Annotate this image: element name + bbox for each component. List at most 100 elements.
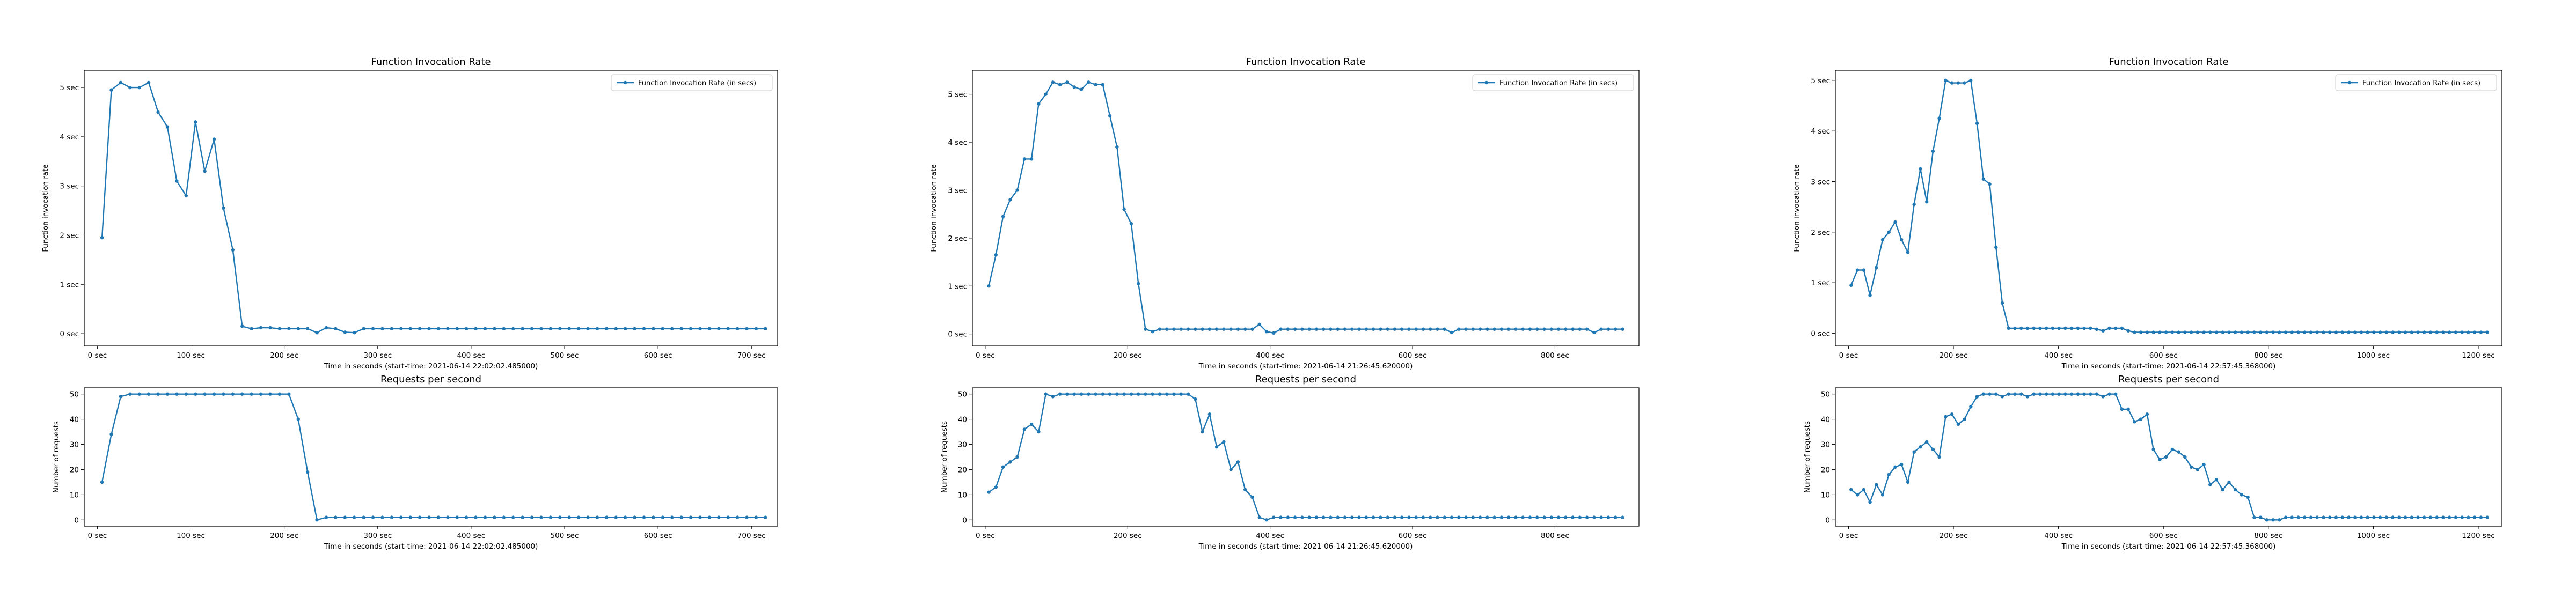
y-axis-label: Function invocation rate — [41, 164, 50, 252]
data-point — [1981, 177, 1985, 181]
data-point — [1937, 116, 1941, 120]
data-point — [446, 515, 450, 519]
data-point — [2189, 330, 2193, 334]
chart-panel-2: Function Invocation Rate 0 sec 200 sec 400 … — [930, 56, 1640, 371]
data-point — [2416, 515, 2420, 519]
data-point — [2044, 326, 2048, 330]
data-point — [1450, 515, 1454, 519]
data-point — [1457, 515, 1461, 519]
data-point — [994, 485, 998, 489]
data-point — [1969, 404, 1973, 409]
data-point — [1514, 327, 1518, 331]
data-point — [1414, 327, 1418, 331]
x-tick-label: 800 sec — [1541, 351, 1569, 360]
data-point — [2328, 515, 2332, 519]
data-point — [1849, 283, 1853, 287]
data-point — [2196, 330, 2199, 334]
data-point — [994, 253, 998, 257]
data-point — [2265, 330, 2269, 334]
data-point — [2309, 330, 2313, 334]
data-point — [324, 326, 328, 330]
legend-box — [1472, 74, 1634, 91]
data-point — [2101, 329, 2105, 333]
data-point — [2296, 515, 2300, 519]
data-point — [1293, 515, 1297, 519]
legend-label: Function Invocation Rate (in secs) — [638, 79, 756, 87]
data-point — [1037, 430, 1041, 434]
data-point — [1001, 465, 1005, 469]
data-point — [586, 327, 590, 331]
data-point — [268, 392, 272, 396]
data-point — [2340, 515, 2344, 519]
data-point — [1008, 460, 1012, 464]
data-point — [1136, 392, 1140, 396]
data-point — [1887, 230, 1891, 234]
data-point — [1194, 397, 1197, 401]
data-point — [1172, 392, 1176, 396]
y-tick-label: 4 sec — [1811, 127, 1830, 136]
data-point — [137, 392, 141, 396]
data-point — [436, 515, 441, 519]
data-point — [296, 417, 300, 421]
data-point — [1158, 392, 1162, 396]
data-point — [137, 85, 141, 90]
data-point — [1944, 415, 1948, 419]
x-tick-label: 200 sec — [270, 532, 298, 540]
x-axis-label: Time in seconds (start-time: 2021-06-14 … — [324, 362, 538, 371]
axes-frame — [84, 387, 778, 527]
x-axis-label: Time in seconds (start-time: 2021-06-14 … — [1198, 542, 1413, 551]
data-point — [184, 194, 188, 198]
data-point — [203, 169, 207, 173]
data-point — [2347, 330, 2351, 334]
data-point — [1868, 293, 1872, 297]
data-point — [2069, 392, 2074, 396]
data-point — [717, 327, 721, 331]
chart-title: Requests per second — [2118, 374, 2219, 385]
legend-label: Function Invocation Rate (in secs) — [2362, 79, 2480, 87]
data-point — [2063, 326, 2067, 330]
data-point — [1880, 238, 1885, 242]
data-point — [2303, 330, 2307, 334]
data-point — [2082, 392, 2086, 396]
data-point — [2290, 515, 2294, 519]
y-tick-label: 0 — [74, 516, 79, 525]
x-tick-label: 600 sec — [2149, 532, 2178, 540]
data-point — [2252, 330, 2256, 334]
x-tick-label: 1200 sec — [2462, 532, 2494, 540]
data-point — [1492, 515, 1496, 519]
data-point — [408, 515, 412, 519]
data-point — [2095, 392, 2099, 396]
data-point — [2416, 330, 2420, 334]
y-tick-label: 30 — [1821, 441, 1830, 449]
data-point — [1963, 81, 1966, 85]
y-tick-label: 30 — [70, 441, 79, 449]
data-point — [109, 432, 113, 436]
data-point — [1329, 515, 1333, 519]
data-point — [418, 515, 422, 519]
data-point — [689, 327, 693, 331]
data-point — [2423, 330, 2426, 334]
data-point — [1969, 78, 1973, 83]
data-point — [2485, 515, 2489, 519]
axes-frame — [972, 70, 1640, 346]
data-point — [2007, 392, 2010, 396]
data-point — [1571, 515, 1575, 519]
data-point — [2334, 330, 2338, 334]
data-point — [2120, 326, 2124, 330]
data-point — [305, 327, 310, 331]
data-point — [764, 327, 767, 331]
data-point — [1924, 200, 1929, 204]
data-point — [390, 515, 394, 519]
data-point — [156, 392, 160, 396]
chart-panel-0: Function Invocation Rate 0 sec 100 sec 200 … — [41, 56, 778, 371]
data-point — [2095, 327, 2099, 331]
data-point — [1599, 515, 1603, 519]
data-point — [2397, 515, 2401, 519]
x-tick-label: 400 sec — [1256, 532, 1284, 540]
data-point — [2057, 392, 2061, 396]
data-point — [2246, 330, 2250, 334]
data-point — [1229, 468, 1233, 471]
x-tick-label: 600 sec — [644, 532, 672, 540]
data-point — [343, 515, 347, 519]
